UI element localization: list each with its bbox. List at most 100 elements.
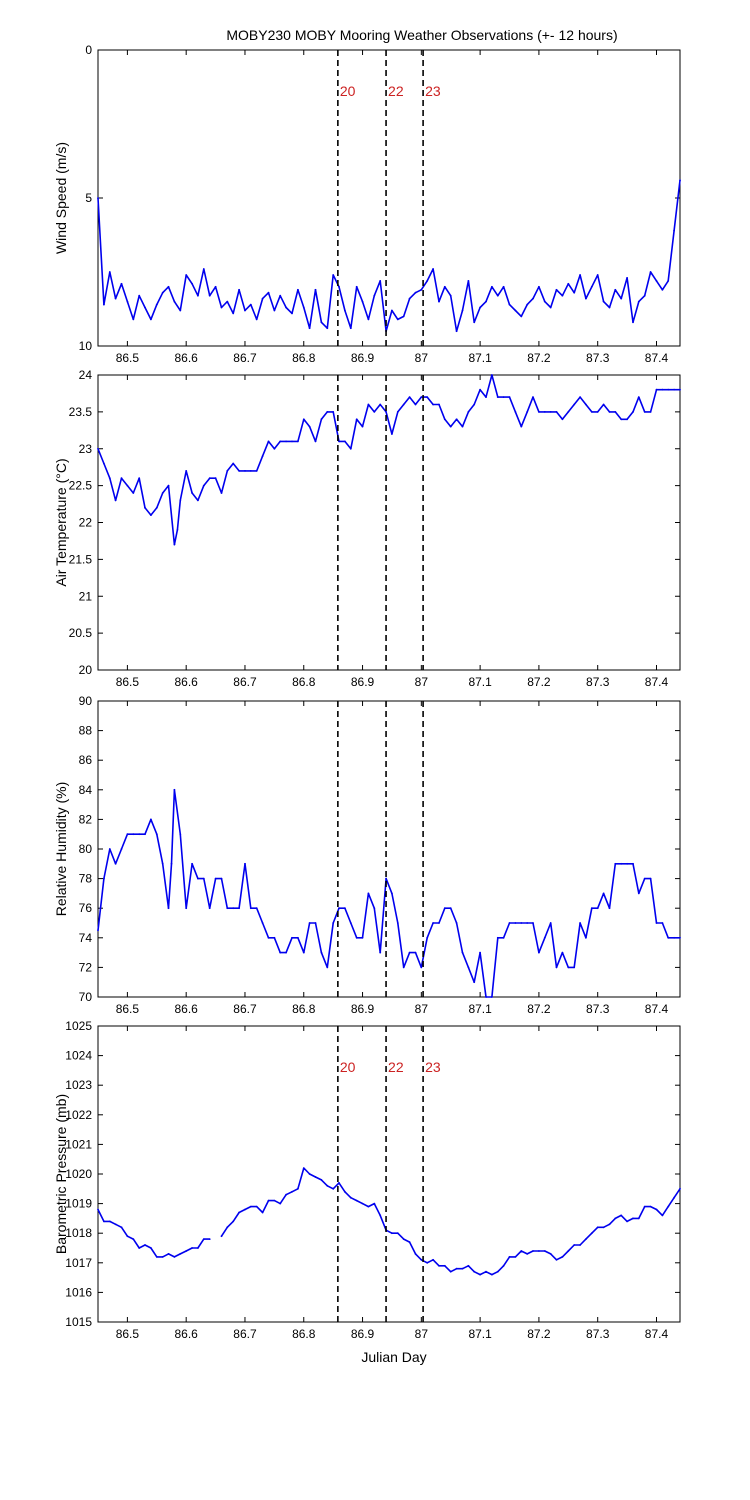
data-point <box>226 907 229 910</box>
data-point <box>573 403 576 406</box>
data-point <box>643 1205 646 1208</box>
data-point <box>179 499 182 502</box>
data-point <box>308 922 311 924</box>
data-point <box>632 411 634 413</box>
data-point <box>255 907 258 910</box>
data-point <box>361 425 364 428</box>
data-point <box>232 312 235 315</box>
data-point <box>637 1217 640 1220</box>
data-point <box>408 1241 411 1243</box>
data-point <box>108 271 111 273</box>
data-point <box>549 411 552 413</box>
data-point <box>261 297 264 300</box>
y-tick-label: 1019 <box>65 1197 92 1211</box>
data-point <box>649 1205 652 1208</box>
data-point <box>167 1253 170 1255</box>
data-point <box>138 294 141 297</box>
x-tick-label: 87.1 <box>468 675 492 689</box>
data-point <box>637 300 640 303</box>
data-point <box>443 907 446 910</box>
data-point <box>373 1202 376 1205</box>
x-tick-label: 87.4 <box>645 1002 669 1016</box>
data-point <box>479 388 481 391</box>
data-point <box>632 862 634 865</box>
data-point <box>420 1258 423 1261</box>
data-point <box>585 403 587 406</box>
x-tick-label: 86.8 <box>292 1327 316 1341</box>
data-point <box>361 1202 364 1205</box>
data-point <box>585 1238 587 1240</box>
y-tick-label: 72 <box>79 960 93 974</box>
data-point <box>144 306 146 309</box>
data-point <box>338 1182 340 1184</box>
data-point <box>596 411 599 413</box>
data-point <box>461 951 464 954</box>
data-point <box>273 1199 276 1202</box>
data-point <box>602 1226 605 1229</box>
plot-frame <box>97 700 681 998</box>
series-line <box>97 1209 210 1258</box>
plot-frame <box>97 1025 681 1323</box>
data-point <box>561 418 564 421</box>
y-tick-label: 23.5 <box>69 405 93 419</box>
data-point <box>608 1223 611 1226</box>
data-point <box>355 936 358 939</box>
x-tick-label: 86.8 <box>292 1002 316 1016</box>
data-point <box>491 996 493 998</box>
data-point <box>473 1270 476 1273</box>
y-tick-label: 1022 <box>65 1108 92 1122</box>
x-tick-label: 87.1 <box>468 351 492 365</box>
data-point <box>614 288 617 291</box>
data-point <box>226 1226 229 1229</box>
y-tick-label: 88 <box>79 724 93 738</box>
data-point <box>167 907 170 910</box>
data-point <box>396 1232 399 1235</box>
data-point <box>285 1193 287 1196</box>
data-point <box>202 268 205 270</box>
data-point <box>308 1173 311 1175</box>
data-point <box>197 877 199 880</box>
data-point <box>291 936 293 939</box>
data-point <box>161 291 164 294</box>
y-tick-label: 1015 <box>65 1315 92 1329</box>
data-point <box>538 951 540 954</box>
x-tick-label: 87.4 <box>645 675 669 689</box>
data-point <box>332 1187 335 1190</box>
data-point <box>267 440 270 443</box>
data-point <box>620 297 623 300</box>
data-point <box>649 411 652 413</box>
data-point <box>626 862 628 865</box>
data-point <box>579 922 581 924</box>
data-point <box>420 966 423 969</box>
data-point <box>379 403 382 406</box>
x-tick-label: 87.2 <box>527 351 551 365</box>
y-axis-label: Wind Speed (m/s) <box>53 142 69 254</box>
data-point <box>208 1238 211 1240</box>
data-point <box>220 1235 223 1238</box>
x-tick-label: 86.6 <box>175 1002 199 1016</box>
data-point <box>302 306 305 309</box>
data-point <box>538 411 540 413</box>
data-point <box>238 288 241 291</box>
data-point <box>226 470 229 472</box>
data-point <box>220 492 223 494</box>
data-point <box>391 1232 393 1235</box>
event-marker-label: 23 <box>425 83 441 99</box>
data-point <box>573 966 576 969</box>
x-tick-label: 86.7 <box>233 675 257 689</box>
data-point <box>208 477 211 480</box>
data-point <box>567 966 570 969</box>
data-point <box>132 318 135 321</box>
data-point <box>114 297 117 300</box>
data-point <box>285 951 287 954</box>
data-point <box>585 297 587 300</box>
data-point <box>291 440 293 443</box>
x-tick-label: 86.5 <box>116 675 140 689</box>
data-point <box>297 936 299 939</box>
data-point <box>173 788 176 791</box>
data-point <box>520 922 523 924</box>
data-point <box>103 877 105 880</box>
data-point <box>538 1250 540 1252</box>
data-point <box>261 455 264 457</box>
data-point <box>485 996 487 998</box>
